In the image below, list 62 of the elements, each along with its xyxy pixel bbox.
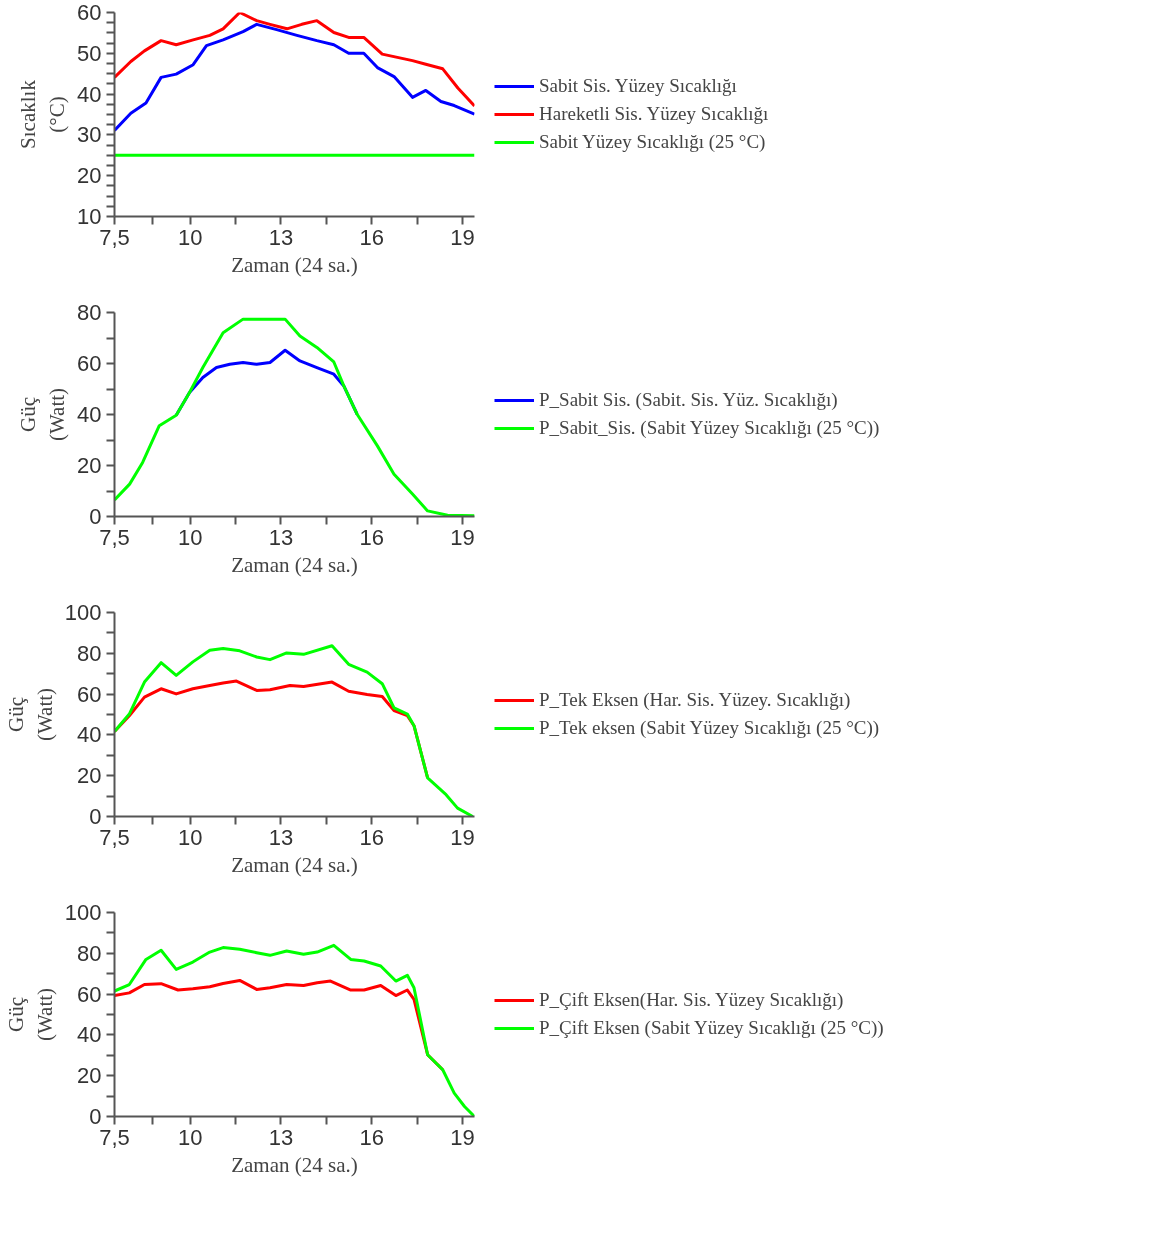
y-axis-title: Güç (Watt) [3,687,57,742]
y-tick-label: 60 [77,981,102,1007]
y-tick-label: 20 [77,453,102,478]
y-tick-label: 20 [77,1063,102,1089]
x-tick-label: 19 [450,824,475,850]
legend-label: P_Sabit Sis. (Sabit. Sis. Yüz. Sıcaklığı) [539,388,838,412]
y-axis-title: Güç (Watt) [16,387,70,442]
x-tick-label: 13 [268,524,294,550]
legend-label: Sabit Sis. Yüzey Sıcaklığı [539,74,737,98]
x-axis-title: Zaman (24 sa.) [231,552,358,577]
x-tick-label: 16 [359,824,384,850]
legend-label: P_Çift Eksen (Sabit Yüzey Sıcaklığı (25 °C)) [539,1016,884,1040]
y-axis-title: Sıcaklık (°C) [16,79,70,149]
x-axis-title: Zaman (24 sa.) [231,252,358,277]
y-axis-title: Güç (Watt) [3,987,57,1042]
y-tick-label: 60 [77,351,102,376]
y-tick-label: 0 [89,804,102,829]
y-tick-label: 40 [77,81,102,107]
x-tick-label: 7,5 [99,524,130,550]
y-tick-label: 20 [77,763,102,789]
x-axis-title: Zaman (24 sa.) [231,1152,358,1177]
x-tick-label: 19 [450,224,475,250]
y-tick-label: 10 [77,204,102,229]
x-axis-title: Zaman (24 sa.) [231,852,358,877]
legend-label: Sabit Yüzey Sıcaklığı (25 °C) [539,130,766,154]
y-tick-label: 30 [77,122,102,148]
x-tick-label: 13 [268,824,294,850]
x-tick-label: 16 [359,524,384,550]
y-tick-label: 40 [77,1022,102,1048]
legend-label: P_Tek eksen (Sabit Yüzey Sıcaklığı (25 °C)) [539,716,880,740]
x-tick-label: 10 [177,1124,203,1150]
x-tick-label: 16 [359,224,384,250]
x-tick-label: 7,5 [99,224,130,250]
y-tick-label: 80 [77,940,102,966]
x-tick-label: 13 [268,224,294,250]
y-tick-label: 40 [77,402,102,427]
x-tick-label: 19 [450,524,475,550]
x-tick-label: 7,5 [99,824,130,850]
y-tick-label: 50 [77,40,102,66]
y-tick-label: 60 [77,0,102,25]
legend-label: P_Sabit_Sis. (Sabit Yüzey Sıcaklığı (25 °C)) [539,416,880,440]
x-tick-label: 10 [177,824,203,850]
line-series [114,22,475,132]
y-tick-label: 0 [89,1104,102,1129]
x-tick-label: 10 [177,224,203,250]
x-tick-label: 16 [359,1124,384,1150]
y-tick-label: 80 [77,300,102,325]
legend-label: P_Tek Eksen (Har. Sis. Yüzey. Sıcaklığı) [539,688,851,712]
line-series [114,12,475,108]
y-tick-label: 100 [64,900,102,925]
x-tick-label: 10 [177,524,203,550]
x-tick-label: 13 [268,1124,294,1150]
y-tick-label: 80 [77,640,102,666]
x-tick-label: 19 [450,1124,475,1150]
y-tick-label: 0 [89,504,102,529]
y-tick-label: 100 [64,600,102,625]
y-tick-label: 20 [77,163,102,189]
legend-label: Hareketli Sis. Yüzey Sıcaklığı [539,102,769,126]
y-tick-label: 60 [77,681,102,707]
legend-label: P_Çift Eksen(Har. Sis. Yüzey Sıcaklığı) [539,988,844,1012]
y-tick-label: 40 [77,722,102,748]
x-tick-label: 7,5 [99,1124,130,1150]
